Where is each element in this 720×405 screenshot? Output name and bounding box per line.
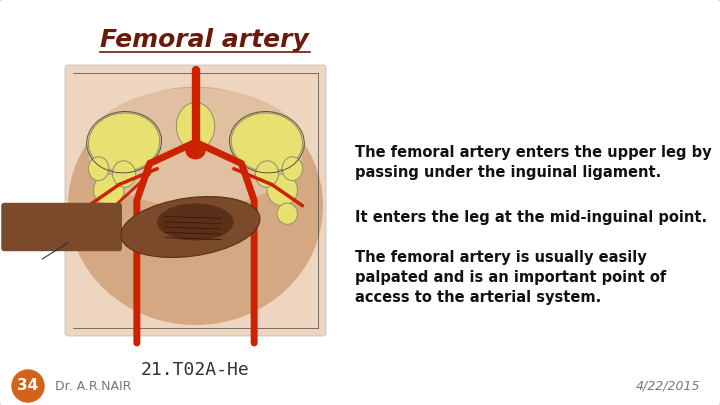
Ellipse shape <box>89 113 160 171</box>
FancyBboxPatch shape <box>1 203 122 251</box>
Text: Dr. A.R.NAIR: Dr. A.R.NAIR <box>55 379 131 392</box>
FancyBboxPatch shape <box>65 65 326 336</box>
Ellipse shape <box>231 113 302 171</box>
Ellipse shape <box>121 196 260 258</box>
Ellipse shape <box>87 88 304 207</box>
Text: 4/22/2015: 4/22/2015 <box>636 379 700 392</box>
Text: It enters the leg at the mid-inguinal point.: It enters the leg at the mid-inguinal po… <box>355 210 707 225</box>
Ellipse shape <box>282 157 302 181</box>
Text: Femoral artery: Femoral artery <box>100 28 309 52</box>
Ellipse shape <box>68 87 323 325</box>
Ellipse shape <box>176 102 215 150</box>
Text: 34: 34 <box>17 379 39 394</box>
Text: The femoral artery enters the upper leg by
passing under the inguinal ligament.: The femoral artery enters the upper leg … <box>355 145 711 180</box>
Text: 21.T02A-He: 21.T02A-He <box>140 361 249 379</box>
Text: The femoral artery is usually easily
palpated and is an important point of
acces: The femoral artery is usually easily pal… <box>355 250 666 305</box>
Circle shape <box>12 370 44 402</box>
Ellipse shape <box>89 157 109 181</box>
Ellipse shape <box>157 203 234 241</box>
Ellipse shape <box>112 161 135 187</box>
Ellipse shape <box>94 203 114 224</box>
Ellipse shape <box>94 174 124 206</box>
Ellipse shape <box>277 203 297 224</box>
Ellipse shape <box>256 161 279 187</box>
Ellipse shape <box>267 174 297 206</box>
Ellipse shape <box>185 141 206 160</box>
